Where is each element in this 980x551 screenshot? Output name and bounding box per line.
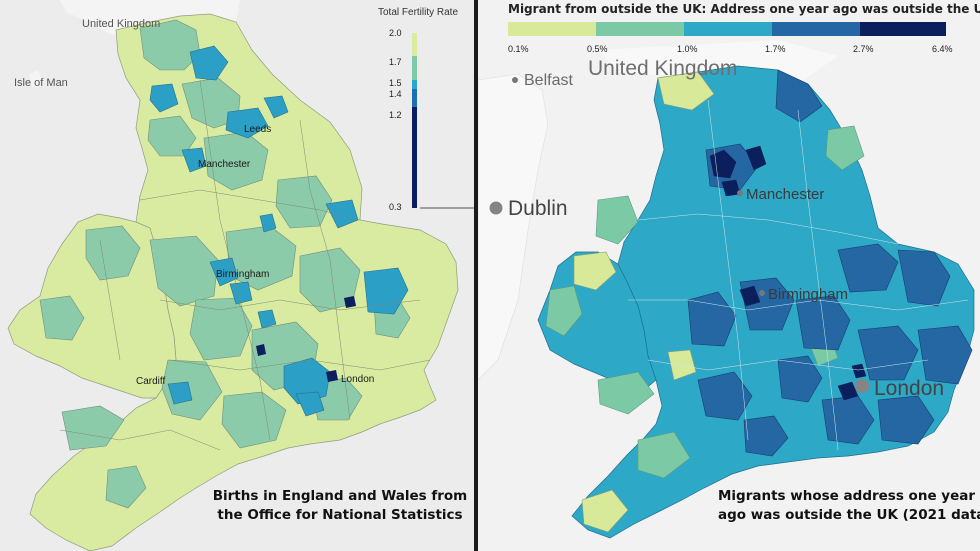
- migration-map-caption: Migrants whose address one year ago was …: [718, 487, 980, 525]
- wales-region: [537, 251, 657, 391]
- isle-of-man-land: [30, 70, 42, 88]
- place-label-dublin: Dublin: [508, 197, 568, 220]
- fertility-legend-bar: [412, 33, 474, 209]
- migration-legend-swatch: [596, 22, 684, 36]
- migration-legend-bar: [508, 22, 946, 36]
- fertility-legend-tick: 1.4: [389, 89, 402, 99]
- migration-legend-tick: 1.0%: [677, 44, 698, 54]
- migration-map-panel: Migrant from outside the UK: Address one…: [478, 0, 980, 551]
- place-label-cardiff: Cardiff: [136, 376, 166, 387]
- fertility-legend-tick: 1.7: [389, 57, 402, 67]
- panel-divider: [474, 0, 478, 551]
- place-label-isle-of-man: Isle of Man: [14, 77, 68, 89]
- fertility-legend-tick: 1.5: [389, 78, 402, 88]
- fertility-legend-tick: 2.0: [389, 28, 402, 38]
- tfr-areas-high: [149, 45, 409, 417]
- place-label-manchester: Manchester: [198, 159, 251, 170]
- place-label-uk: United Kingdom: [588, 57, 738, 80]
- fertility-legend-tick: 1.2: [389, 110, 402, 120]
- fertility-legend-swatch: [412, 33, 417, 56]
- fertility-legend-title: Total Fertility Rate: [378, 7, 459, 18]
- migration-legend-title: Migrant from outside the UK: Address one…: [508, 2, 980, 16]
- birmingham-dot: [759, 290, 765, 296]
- caption-line: Births in England and Wales from: [212, 488, 468, 504]
- migration-map: [478, 22, 975, 539]
- tfr-areas-highest: [256, 296, 356, 382]
- fertility-legend-swatch: [412, 80, 417, 89]
- migration-areas-mid: [545, 125, 865, 479]
- migration-legend-tick: 2.7%: [853, 44, 874, 54]
- place-label-manchester: Manchester: [746, 186, 825, 203]
- migration-legend-swatch: [508, 22, 596, 36]
- migration-legend-tick: 6.4%: [932, 44, 953, 54]
- belfast-dot: [512, 77, 518, 83]
- caption-line: ago was outside the UK (2021 data): [718, 507, 980, 523]
- scotland-land: [60, 0, 240, 40]
- place-label-belfast: Belfast: [524, 72, 573, 89]
- caption-line: Migrants whose address one year: [718, 488, 976, 504]
- migration-legend-tick: 0.5%: [587, 44, 608, 54]
- migration-legend-swatch: [772, 22, 860, 36]
- district-boundaries: [59, 79, 431, 451]
- migration-legend-tick: 0.1%: [508, 44, 529, 54]
- migration-legend-swatch: [860, 22, 946, 36]
- ireland-land: [478, 73, 549, 381]
- london-dot: [855, 379, 869, 393]
- fertility-legend-swatch: [412, 89, 417, 107]
- migration-legend-tick: 1.7%: [765, 44, 786, 54]
- fertility-legend-swatch: [412, 56, 417, 80]
- place-label-london: London: [874, 377, 945, 400]
- place-label-leeds: Leeds: [244, 124, 272, 135]
- fertility-map: [7, 0, 474, 551]
- manchester-dot: [737, 190, 743, 196]
- migration-legend-swatch: [684, 22, 772, 36]
- fertility-legend-tick: 0.3: [389, 202, 402, 212]
- caption-line: the Office for National Statistics: [217, 507, 463, 523]
- dublin-dot: [489, 201, 503, 215]
- place-label-birmingham: Birmingham: [768, 286, 849, 303]
- district-boundaries: [628, 99, 969, 451]
- fertility-map-caption: Births in England and Wales from the Off…: [210, 487, 470, 525]
- place-label-london: London: [341, 374, 375, 385]
- place-label-uk: United Kingdom: [82, 18, 161, 30]
- place-label-birmingham: Birmingham: [216, 269, 270, 280]
- fertility-legend-swatch: [412, 107, 417, 208]
- migration-areas-highest: [709, 145, 867, 401]
- fertility-map-panel: Total Fertility Rate 2.0 1.7 1.5 1.4 1.2…: [0, 0, 474, 551]
